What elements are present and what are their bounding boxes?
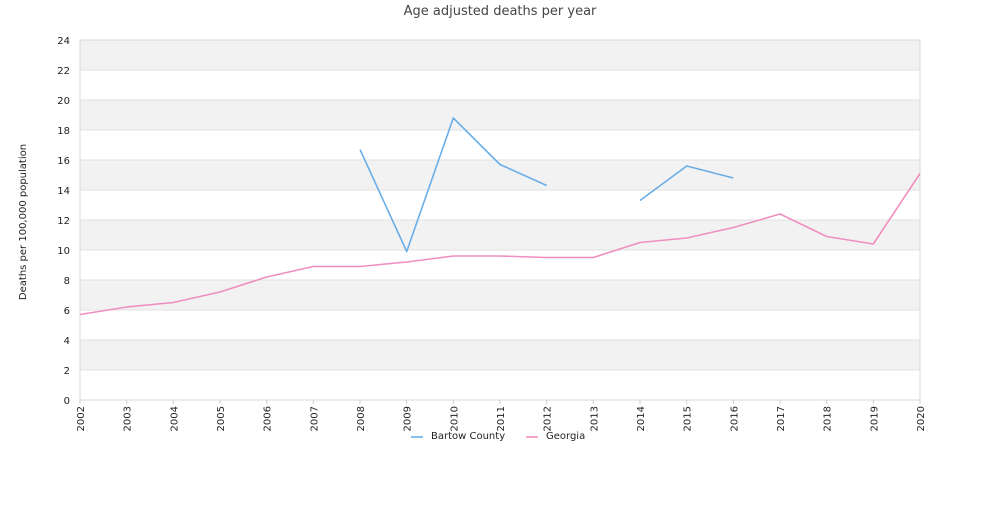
x-tick-label: 2012 (543, 406, 554, 431)
x-tick-label: 2007 (309, 406, 320, 431)
legend-label: Georgia (546, 431, 585, 442)
x-tick-label: 2014 (636, 406, 647, 431)
legend-item: Georgia (526, 431, 585, 442)
x-tick-label: 2017 (776, 406, 787, 431)
legend-item: Bartow County (411, 431, 505, 442)
y-tick-label: 14 (57, 186, 70, 197)
legend: Bartow County Georgia (411, 431, 585, 442)
series-georgia (79, 173, 921, 316)
x-tick-label: 2005 (216, 406, 227, 431)
y-tick-label: 22 (57, 66, 70, 77)
y-tick-label: 2 (64, 366, 70, 377)
x-tick-label: 2004 (169, 406, 180, 431)
y-tick-label: 10 (57, 246, 70, 257)
grid-band (80, 100, 920, 130)
chart-title: Age adjusted deaths per year (404, 4, 597, 19)
grid-band (80, 220, 920, 250)
x-tick-label: 2013 (589, 406, 600, 431)
legend-label: Bartow County (431, 431, 505, 442)
grid-band (80, 280, 920, 310)
x-tick-label: 2018 (823, 406, 834, 431)
x-tick-label: 2008 (356, 406, 367, 431)
y-tick-label: 12 (57, 216, 70, 227)
y-tick-label: 16 (57, 156, 70, 167)
x-tick-label: 2002 (76, 406, 87, 431)
x-tick-label: 2010 (449, 406, 460, 431)
x-tick-label: 2016 (729, 406, 740, 431)
grid-band (80, 40, 920, 70)
y-tick-label: 6 (64, 306, 70, 317)
y-tick-label: 0 (64, 396, 70, 407)
x-tick-label: 2003 (123, 406, 134, 431)
x-tick-label: 2020 (916, 406, 927, 431)
y-axis-label: Deaths per 100,000 population (18, 144, 29, 300)
series-line (639, 165, 734, 202)
grid-band (80, 340, 920, 370)
series-lines (79, 117, 921, 316)
series-line (359, 117, 548, 253)
y-tick-label: 20 (57, 96, 70, 107)
y-tick-label: 8 (64, 276, 70, 287)
x-tick-label: 2015 (683, 406, 694, 431)
x-tick-label: 2011 (496, 406, 507, 431)
x-tick-label: 2019 (869, 406, 880, 431)
y-tick-label: 24 (57, 36, 70, 47)
series-bartow-county (359, 117, 734, 253)
x-tick-label: 2006 (263, 406, 274, 431)
series-line (79, 173, 921, 316)
x-axis: 2002 2003 2004 2005 2006 2007 2008 2009 2010 2011… (76, 400, 927, 431)
grid-bands (80, 40, 920, 370)
x-tick-label: 2009 (403, 406, 414, 431)
y-tick-label: 18 (57, 126, 70, 137)
y-tick-label: 4 (64, 336, 70, 347)
